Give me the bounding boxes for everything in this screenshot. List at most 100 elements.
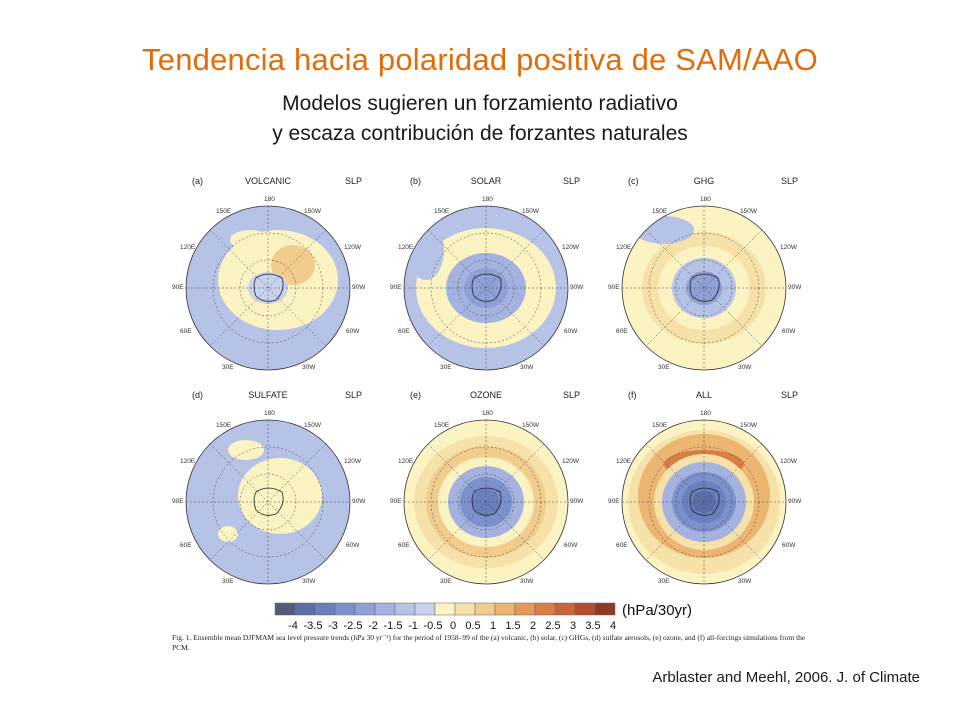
panel-tag: (f): [628, 390, 637, 400]
polar-map: [403, 419, 569, 585]
lon-label: 60E: [398, 542, 410, 549]
lon-label: 150W: [522, 422, 539, 429]
lon-label: 30E: [222, 364, 234, 371]
colorbar-swatch: [294, 602, 316, 616]
colorbar-tick-label: -2.5: [344, 620, 363, 632]
slp-trend-figure: (a) VOLCANIC SLP 180 150E 150W 120E: [162, 166, 816, 660]
lon-label: 180: [700, 196, 711, 203]
lon-label: 150E: [216, 208, 232, 215]
panel-sulfate: (d) SULFATE SLP 180 150E 150W 120E 120W …: [168, 384, 368, 594]
panel-variable: SLP: [562, 390, 580, 400]
polar-map: [621, 419, 787, 585]
lon-label: 60W: [564, 328, 578, 335]
polar-map: [185, 419, 351, 585]
lon-label: 150E: [434, 208, 450, 215]
lon-label: 90W: [570, 498, 584, 505]
panel-tag: (e): [410, 390, 421, 400]
colorbar-swatch: [314, 602, 336, 616]
colorbar-swatch: [474, 602, 496, 616]
panel-name: OZONE: [469, 390, 502, 400]
polar-map: [403, 205, 569, 371]
panel-name: SULFATE: [248, 390, 288, 400]
panel-variable: SLP: [780, 390, 798, 400]
colorbar-tick-label: -2: [368, 620, 378, 632]
lon-label: 120E: [616, 244, 632, 251]
colorbar-tick-label: -4: [288, 620, 298, 632]
lon-label: 60W: [782, 542, 796, 549]
citation: Arblaster and Meehl, 2006. J. of Climate: [652, 669, 920, 686]
polar-map: [185, 205, 351, 371]
panel-variable: SLP: [344, 176, 362, 186]
lon-label: 150W: [304, 208, 321, 215]
colorbar-tick-label: 0.5: [465, 620, 480, 632]
lon-label: 30E: [658, 578, 670, 585]
lon-label: 150W: [740, 208, 757, 215]
panel-tag: (b): [410, 176, 421, 186]
lon-label: 60W: [346, 542, 360, 549]
lon-label: 30W: [302, 364, 316, 371]
lon-label: 120W: [344, 244, 361, 251]
lon-label: 120W: [562, 458, 579, 465]
colorbar-swatch: [534, 602, 556, 616]
lon-label: 30W: [738, 364, 752, 371]
lon-label: 150E: [652, 208, 668, 215]
lon-label: 120W: [344, 458, 361, 465]
panel-variable: SLP: [562, 176, 580, 186]
lon-label: 120W: [780, 458, 797, 465]
colorbar-swatch: [494, 602, 516, 616]
panel-volcanic: (a) VOLCANIC SLP 180 150E 150W 120E: [168, 170, 368, 380]
colorbar-tick-label: 3: [570, 620, 576, 632]
panel-variable: SLP: [344, 390, 362, 400]
figure-caption: Fig. 1. Ensemble mean DJFMAM sea level p…: [172, 633, 806, 652]
lon-label: 120E: [398, 244, 414, 251]
lon-label: 120E: [616, 458, 632, 465]
lon-label: 90W: [352, 284, 366, 291]
panel-name: VOLCANIC: [244, 176, 291, 186]
lon-label: 30W: [302, 578, 316, 585]
lon-label: 60E: [616, 542, 628, 549]
colorbar-tick-label: 4: [610, 620, 616, 632]
lon-label: 120E: [398, 458, 414, 465]
lon-label: 60W: [782, 328, 796, 335]
lon-label: 60W: [346, 328, 360, 335]
lon-label: 90E: [172, 284, 184, 291]
colorbar-swatch: [374, 602, 396, 616]
colorbar-swatch: [514, 602, 536, 616]
colorbar-swatch: [574, 602, 596, 616]
lon-label: 150E: [216, 422, 232, 429]
lon-label: 120W: [562, 244, 579, 251]
lon-label: 90E: [390, 284, 402, 291]
colorbar-tick-label: 2: [530, 620, 536, 632]
lon-label: 90E: [608, 498, 620, 505]
lon-label: 30E: [440, 578, 452, 585]
panel-tag: (d): [192, 390, 203, 400]
colorbar-tick-label: -1.5: [384, 620, 403, 632]
lon-label: 90E: [390, 498, 402, 505]
polar-map: [621, 205, 787, 371]
panel-name: SOLAR: [470, 176, 502, 186]
lon-label: 90E: [608, 284, 620, 291]
colorbar-tick-label: -0.5: [424, 620, 443, 632]
lon-label: 90W: [570, 284, 584, 291]
colorbar-swatch: [434, 602, 456, 616]
slide-subtitle-line2: y escaza contribución de forzantes natur…: [272, 122, 688, 145]
lon-label: 90W: [788, 498, 802, 505]
panel-tag: (a): [192, 176, 203, 186]
colorbar-swatch: [414, 602, 436, 616]
panel-variable: SLP: [780, 176, 798, 186]
colorbar-swatch: [354, 602, 376, 616]
colorbar-tick-label: 3.5: [585, 620, 600, 632]
colorbar-tick-label: -3: [328, 620, 338, 632]
lon-label: 120E: [180, 244, 196, 251]
lon-label: 180: [482, 410, 493, 417]
panel-ghg: (c) GHG SLP 180 150E 150W 120E: [604, 170, 804, 380]
colorbar-swatch: [394, 602, 416, 616]
colorbar-tick-label: 0: [450, 620, 456, 632]
lon-label: 150W: [304, 422, 321, 429]
colorbar-tick-label: 1.5: [505, 620, 520, 632]
lon-label: 30W: [520, 364, 534, 371]
slide-subtitle-line1: Modelos sugieren un forzamiento radiativ…: [282, 92, 678, 115]
panel-tag: (c): [628, 176, 639, 186]
lon-label: 150W: [740, 422, 757, 429]
lon-label: 150E: [652, 422, 668, 429]
